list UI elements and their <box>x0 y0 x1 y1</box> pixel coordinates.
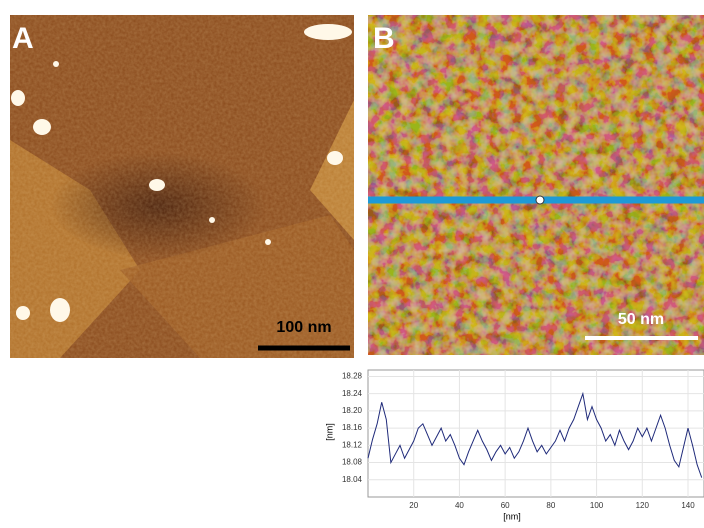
x-tick-label: 140 <box>681 501 695 510</box>
panel-label: B <box>373 22 395 55</box>
particles <box>11 24 352 322</box>
x-tick-label: 60 <box>501 501 510 510</box>
y-tick-label: 18.28 <box>342 372 363 381</box>
panel-b: B 50 nm <box>368 15 704 355</box>
profile-chart: [nm] [nm] 18.04 18.08 18.12 18.16 18.20 18.24… <box>324 369 704 521</box>
panel-a: A 100 nm <box>10 15 354 358</box>
y-tick-label: 18.16 <box>342 423 363 432</box>
scale-bar-label: 100 nm <box>276 319 331 336</box>
x-axis-label: [nm] <box>503 511 521 521</box>
panel-label: A <box>12 22 34 55</box>
profile-line <box>367 391 703 478</box>
y-axis-label: [nm] <box>324 423 334 441</box>
y-tick-label: 18.08 <box>342 458 363 467</box>
y-tick-label: 18.12 <box>342 440 363 449</box>
x-tick-label: 120 <box>636 501 650 510</box>
y-tick-label: 18.04 <box>342 475 363 484</box>
x-tick-label: 40 <box>455 501 464 510</box>
scale-bar-label: 50 nm <box>618 311 664 328</box>
y-tick-label: 18.24 <box>342 389 363 398</box>
y-tick-label: 18.20 <box>342 406 363 415</box>
x-tick-label: 80 <box>546 501 555 510</box>
texture <box>368 15 704 355</box>
x-tick-label: 20 <box>409 501 418 510</box>
plot-area <box>367 369 704 498</box>
x-tick-label: 100 <box>590 501 604 510</box>
texture <box>10 15 354 358</box>
profile-marker <box>535 195 545 205</box>
